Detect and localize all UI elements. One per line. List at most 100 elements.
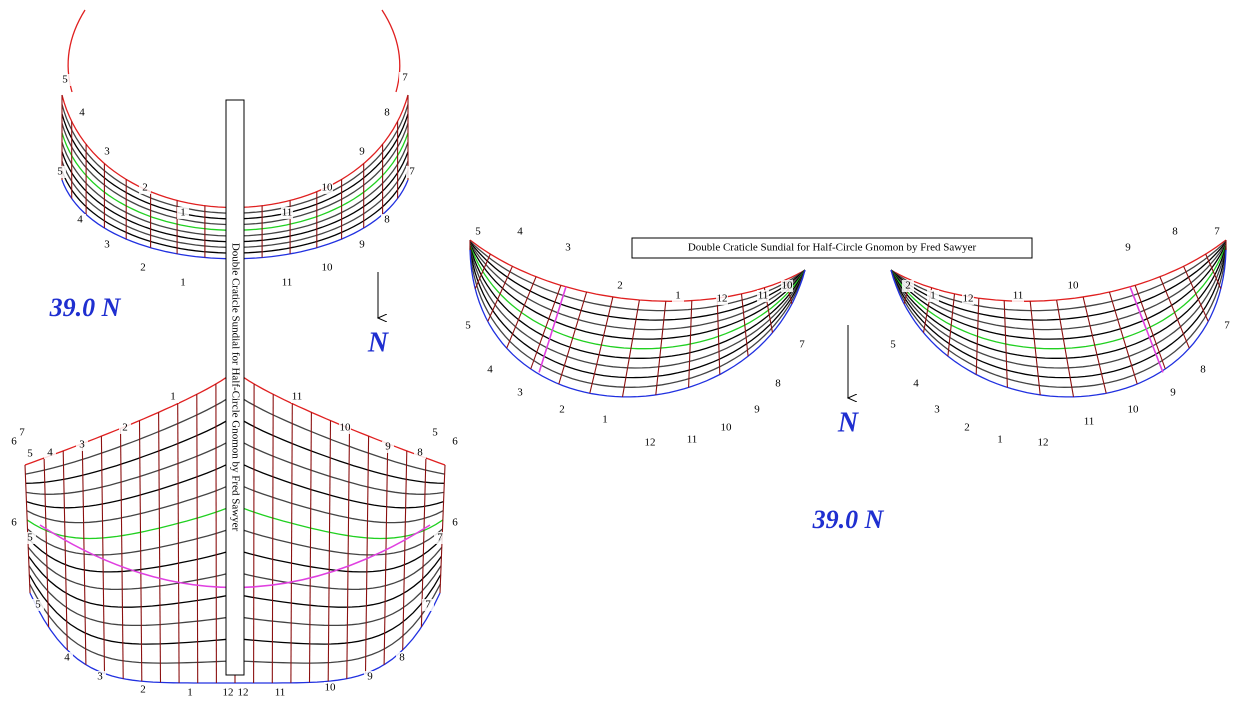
hour-label: 5 [35,599,41,611]
hour-label: 4 [79,107,85,119]
hour-label: 11 [275,687,286,699]
hour-label: 8 [1172,226,1178,238]
hour-label: 1 [997,434,1003,446]
hour-label: 1 [180,207,186,219]
hour-label: 11 [282,207,293,219]
hour-label: 7 [1224,320,1230,332]
right-north: N [837,407,860,438]
hour-label: 1 [180,277,186,289]
hour-label: 8 [399,652,405,664]
hour-label: 5 [890,339,896,351]
hour-label: 10 [782,280,794,292]
hour-label: 2 [559,404,565,416]
hour-label: 7 [437,532,443,544]
hour-label: 11 [1013,290,1024,302]
hour-label: 10 [325,682,337,694]
hour-label: 11 [758,290,769,302]
hour-label: 4 [517,226,523,238]
left-latitude: 39.0 N [49,293,122,322]
hour-line [1109,292,1137,384]
hour-line [254,384,255,683]
hour-label: 11 [282,277,293,289]
left-title: Double Craticle Sundial for Half-Circle … [229,243,241,532]
hour-label: 8 [1200,364,1206,376]
hour-label: 7 [19,427,25,439]
hour-label: 5 [27,532,33,544]
sundial-page: Double Craticle Sundial for Half-Circle … [0,0,1233,704]
hour-label: 11 [687,434,698,446]
hour-label: 9 [1170,387,1176,399]
hour-line [216,384,217,683]
hour-label: 6 [11,517,17,529]
hour-label: 7 [1214,226,1220,238]
hour-label: 12 [1038,437,1049,449]
hour-label: 7 [799,339,805,351]
hour-label: 9 [359,146,365,158]
hour-label: 11 [1084,416,1095,428]
hour-label: 4 [47,447,53,459]
hour-label: 2 [122,422,128,434]
left-north: N [367,327,390,358]
hour-label: 3 [934,404,940,416]
hour-label: 6 [11,436,17,448]
hour-label: 9 [1125,242,1131,254]
hour-label: 12 [238,687,249,699]
hour-label: 8 [384,107,390,119]
hour-line [291,404,292,683]
hour-label: 7 [402,72,408,84]
hour-label: 12 [717,293,728,305]
hour-label: 6 [452,517,458,529]
hour-line [197,394,198,683]
hour-label: 4 [77,214,83,226]
hour-line [25,465,30,593]
hour-label: 3 [517,387,523,399]
hour-line [178,404,179,683]
hour-label: 9 [359,239,365,251]
hour-label: 1 [602,414,608,426]
hour-label: 3 [104,239,110,251]
hour-label: 10 [322,182,334,194]
hour-label: 3 [79,439,85,451]
hour-line [559,292,587,384]
hour-label: 3 [104,146,110,158]
hour-label: 5 [475,226,481,238]
date-line [891,245,1226,349]
hour-label: 9 [385,441,391,453]
date-line [470,250,805,397]
hour-label: 6 [452,436,458,448]
hour-line [590,297,613,393]
hour-label: 10 [322,262,334,274]
hour-label: 1 [675,290,681,302]
hour-label: 10 [340,422,352,434]
hour-label: 12 [645,437,656,449]
hour-label: 3 [565,242,571,254]
hour-label: 2 [905,280,911,292]
hour-label: 10 [1128,404,1140,416]
hour-label: 2 [617,280,623,292]
hour-label: 4 [913,378,919,390]
hour-label: 1 [187,687,193,699]
hour-label: 7 [425,599,431,611]
hour-label: 8 [775,378,781,390]
hour-label: 10 [721,422,733,434]
hour-label: 2 [140,262,146,274]
hour-line [440,465,445,593]
hour-label: 5 [432,427,438,439]
hour-label: 9 [367,671,373,683]
date-line [470,245,805,349]
hour-label: 1 [930,290,936,302]
hour-label: 2 [140,684,146,696]
horn [382,10,400,92]
hour-label: 7 [409,166,415,178]
right-latitude: 39.0 N [812,505,885,534]
hour-label: 4 [487,364,493,376]
hour-label: 9 [754,404,760,416]
hour-line [1083,297,1106,393]
hour-label: 12 [223,687,234,699]
dial-drawings [25,10,1226,683]
hour-label: 2 [964,422,970,434]
hour-label: 11 [292,391,303,403]
hour-label: 12 [963,293,974,305]
hour-label: 3 [97,671,103,683]
hour-label: 4 [64,652,70,664]
